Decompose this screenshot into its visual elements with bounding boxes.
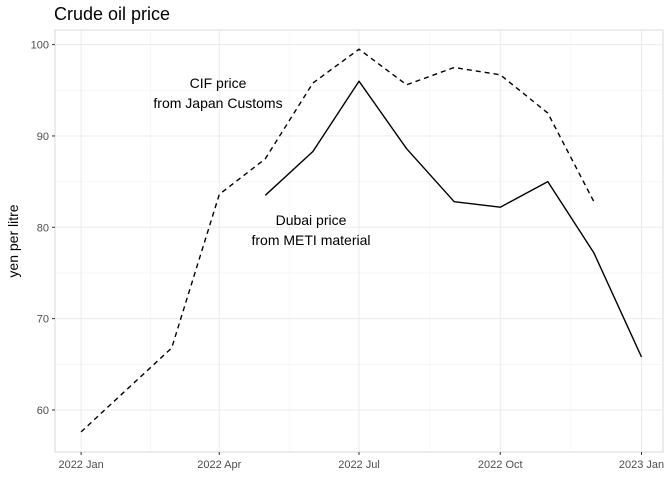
dubai-price-line <box>264 80 643 358</box>
annotation-line: from Japan Customs <box>153 95 282 111</box>
y-tick-label: 100 <box>31 40 49 52</box>
series-lines <box>80 48 643 433</box>
annotation-line: Dubai price <box>276 212 347 228</box>
chart-labels: 2022 Jan 2022 Apr 2022 Jul 2022 Oct 2023 Jan… <box>5 4 664 471</box>
x-tick-label: 2023 Jan <box>619 459 664 471</box>
grid <box>52 29 664 455</box>
x-tick-label: 2022 Oct <box>478 459 523 471</box>
y-tick-label: 90 <box>37 131 49 143</box>
cif-price-annotation: CIF price from Japan Customs <box>153 75 282 111</box>
y-tick-label: 60 <box>37 405 49 417</box>
y-axis-title: yen per litre <box>5 204 21 277</box>
dubai-price-annotation: Dubai price from METI material <box>251 212 370 248</box>
y-tick-label: 80 <box>37 222 49 234</box>
cif-price-line <box>80 48 595 433</box>
x-tick-label: 2022 Jul <box>338 459 380 471</box>
annotation-line: from METI material <box>251 232 370 248</box>
x-tick-label: 2022 Apr <box>197 459 241 471</box>
x-tick-label: 2022 Jan <box>58 459 103 471</box>
y-tick-label: 70 <box>37 314 49 326</box>
annotation-line: CIF price <box>190 75 247 91</box>
chart-title: Crude oil price <box>54 4 170 24</box>
